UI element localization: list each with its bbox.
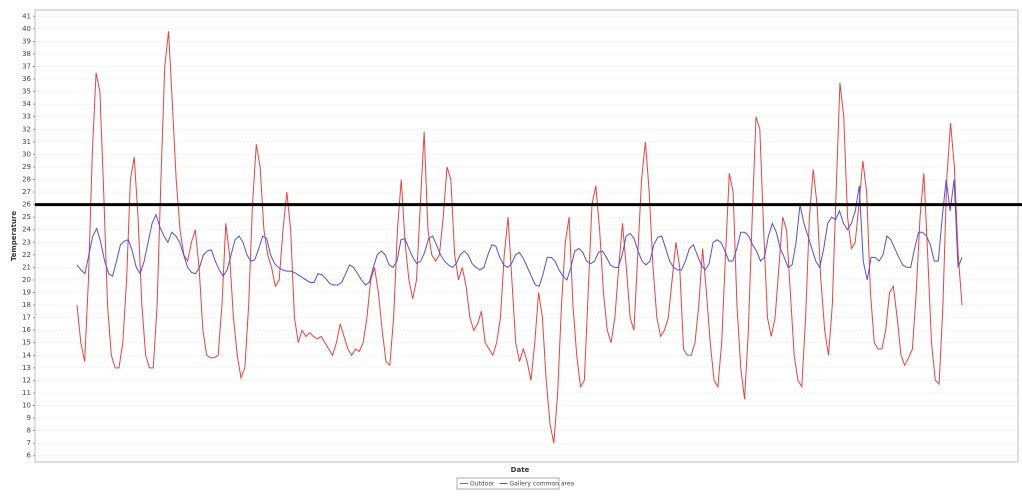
series-line	[76, 179, 963, 287]
plot-frame	[34, 9, 1019, 463]
y-tick-label: 21	[22, 263, 31, 271]
y-tick-label: 22	[22, 251, 31, 259]
series-line	[76, 31, 963, 444]
y-tick-label: 15	[22, 339, 31, 347]
y-tick-label: 38	[22, 50, 31, 58]
y-tick-label: 36	[22, 75, 31, 83]
y-tick-label: 35	[22, 88, 31, 96]
legend: Outdoor Gallery common area	[456, 477, 575, 490]
y-tick-label: 27	[22, 188, 31, 196]
y-tick-label: 30	[22, 150, 31, 158]
y-tick-label: 29	[22, 163, 31, 171]
y-tick-label: 41	[22, 12, 31, 20]
y-tick-label: 19	[22, 289, 31, 297]
y-tick-label: 23	[22, 238, 31, 246]
y-tick-label: 26	[22, 201, 31, 209]
y-tick-label: 40	[22, 25, 31, 33]
y-tick-label: 8	[27, 427, 31, 435]
y-tick-label: 9	[27, 414, 31, 422]
y-tick-label: 6	[27, 452, 32, 460]
y-tick-label: 11	[22, 389, 31, 397]
y-axis-title: Temperature	[10, 211, 18, 262]
legend-box	[456, 477, 560, 490]
y-tick-label: 20	[22, 276, 31, 284]
x-axis-title: Date	[511, 466, 530, 474]
y-tick-label: 16	[22, 326, 31, 334]
y-tick-label: 7	[27, 439, 31, 447]
y-tick-label: 39	[22, 37, 31, 45]
y-tick-label: 12	[22, 376, 31, 384]
y-tick-label: 34	[22, 100, 31, 108]
legend-label: Gallery common area	[510, 481, 575, 488]
y-tick-label: 18	[22, 301, 31, 309]
y-tick-label: 13	[22, 364, 31, 372]
y-tick-label: 17	[22, 314, 31, 322]
y-tick-label: 31	[22, 138, 31, 146]
y-tick-label: 14	[22, 351, 31, 359]
y-tick-label: 33	[22, 113, 31, 121]
y-tick-label: 28	[22, 176, 31, 184]
legend-label: Outdoor	[470, 481, 495, 488]
y-tick-label: 32	[22, 125, 31, 133]
y-tick-label: 37	[22, 63, 31, 71]
y-tick-label: 10	[22, 402, 31, 410]
y-tick-label: 25	[22, 213, 31, 221]
y-tick-label: 24	[22, 226, 31, 234]
